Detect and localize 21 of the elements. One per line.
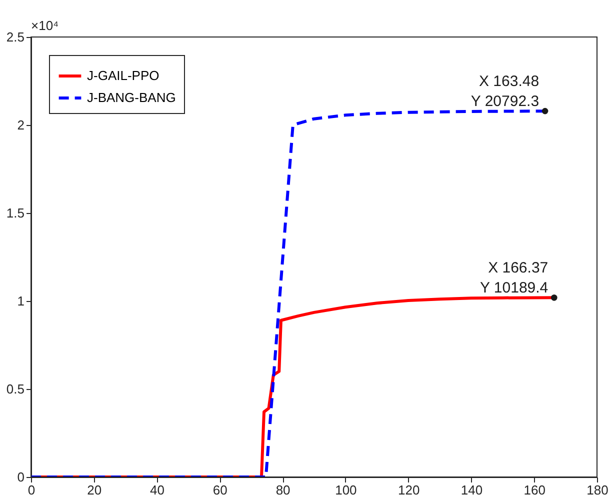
annotation: X 166.37 Y 10189.4 (480, 260, 548, 297)
y-tick-label: 2 (17, 118, 24, 132)
legend-label: J-GAIL-PPO (87, 68, 160, 83)
x-tick-label: 120 (398, 482, 420, 498)
y-tick-label: 2.5 (6, 30, 24, 44)
x-tick-label: 40 (150, 482, 165, 498)
x-tick-label: 20 (87, 482, 102, 498)
x-tick-label: 80 (276, 482, 290, 498)
y-tick-label: 0.5 (6, 382, 24, 396)
x-tick-label: 0 (28, 482, 36, 498)
text: ×10⁴ (31, 18, 59, 33)
x-tick-label: 140 (460, 482, 483, 498)
annotation: X 163.48 Y 20792.3 (470, 73, 540, 110)
y-tick-label: 1.5 (6, 206, 24, 220)
y-tick-label: 1 (17, 294, 24, 308)
x-tick-label: 60 (212, 482, 228, 498)
legend-label: J-BANG-BANG (87, 90, 176, 105)
x-tick-label: 180 (586, 482, 608, 498)
x-tick-label: 160 (524, 482, 546, 498)
x-tick-label: 100 (335, 482, 357, 498)
y-tick-label: 0 (17, 470, 24, 484)
